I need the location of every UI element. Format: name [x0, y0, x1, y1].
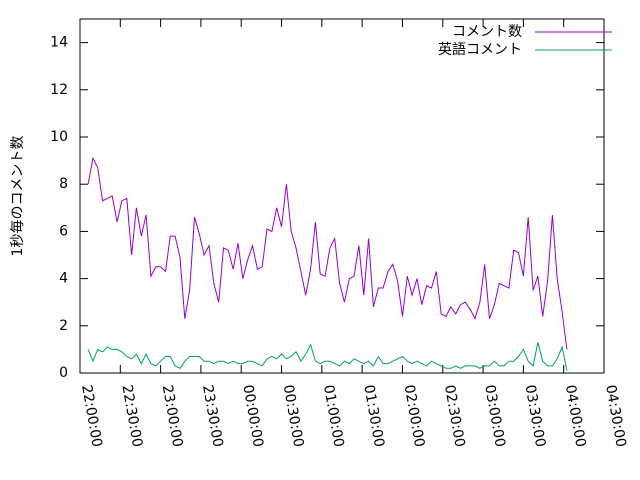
- y-tick-label: 2: [59, 318, 68, 334]
- legend-label: 英語コメント: [438, 41, 522, 58]
- y-axis-label: 1秒毎のコメント数: [10, 136, 26, 257]
- y-tick-label: 8: [59, 176, 68, 192]
- x-tick-label: 02:00:00: [401, 384, 428, 449]
- legend-label: コメント数: [452, 24, 522, 40]
- x-tick-label: 00:30:00: [280, 384, 307, 449]
- x-tick-label: 01:00:00: [320, 384, 347, 449]
- series-line: [87, 342, 568, 371]
- y-tick-label: 12: [50, 82, 68, 98]
- x-tick-label: 04:30:00: [602, 384, 629, 449]
- y-tick-label: 14: [50, 35, 68, 51]
- x-tick-label: 23:00:00: [159, 384, 186, 449]
- y-tick-label: 0: [59, 365, 68, 381]
- x-tick-label: 00:00:00: [239, 384, 266, 449]
- x-tick-label: 03:00:00: [481, 384, 508, 449]
- y-tick-label: 10: [50, 129, 68, 145]
- x-tick-label: 02:30:00: [441, 384, 468, 449]
- plot-border: [79, 18, 605, 374]
- y-tick-label: 6: [59, 223, 68, 239]
- x-tick-label: 01:30:00: [360, 384, 387, 449]
- x-tick-label: 03:30:00: [522, 384, 549, 449]
- y-tick-label: 4: [59, 271, 68, 287]
- series-line: [87, 156, 568, 350]
- x-tick-label: 23:30:00: [199, 384, 226, 449]
- x-tick-label: 22:00:00: [78, 384, 105, 449]
- x-tick-label: 22:30:00: [118, 384, 145, 449]
- x-tick-label: 04:00:00: [562, 384, 589, 449]
